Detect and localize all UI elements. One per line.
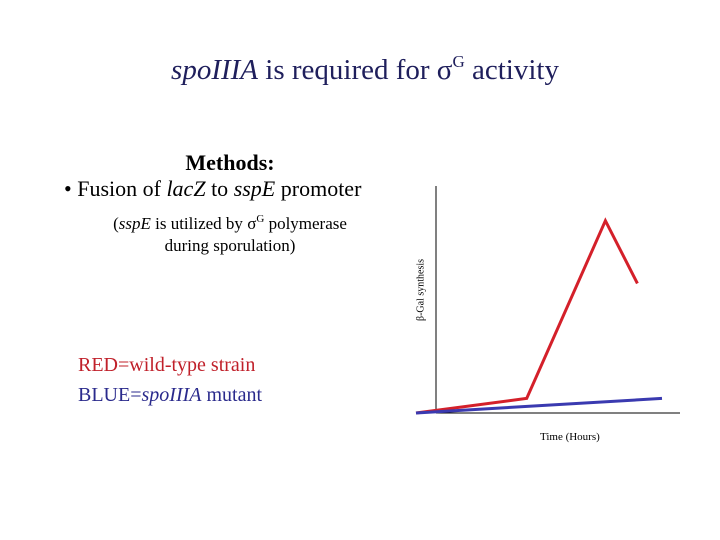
note-mid: is utilized by [150,214,248,233]
note-line-1: (sspE is utilized by σG polymerase [60,208,400,235]
title-gene-spo: spo [171,54,212,86]
legend-blue-gene: spoIIIA [141,384,202,406]
title-sigma-sup: G [452,52,465,71]
bullet-mid: to [205,176,234,201]
title-text-end: activity [464,54,559,86]
series-layer [415,217,663,415]
y-axis-label: β-Gal synthesis [415,258,427,322]
note-end: polymerase [264,214,347,233]
x-axis-label: Time (Hours) [540,431,600,443]
bullet-end: promoter [275,176,362,201]
bullet-gene-lacz: lacZ [166,176,206,201]
methods-bullet: • Fusion of lacZ to sspE promoter [64,176,361,202]
note-gene: sspE [118,214,151,233]
methods-note: (sspE is utilized by σG polymerase durin… [60,208,400,257]
note-line-2: during sporulation) [164,236,296,255]
note-sigma-sup: G [256,213,265,225]
note-sigma: σ [247,214,257,233]
legend-blue-prefix: BLUE= [78,384,142,406]
title-text: is required for [258,54,437,86]
title-sigma: σ [436,54,453,86]
slide-title: spoIIIA is required for σG activity [0,52,720,87]
bullet-prefix: • Fusion of [64,176,167,201]
legend-red: RED=wild-type strain [78,354,256,376]
note-open: ( [113,214,119,233]
legend-blue: BLUE=spoIIIA mutant [78,384,262,407]
series-line-wild-type [415,217,639,415]
legend-blue-suffix: mutant [201,384,263,406]
methods-heading: Methods: [185,150,275,175]
title-gene-iiia: IIIA [211,54,259,86]
bullet-gene-sspe: sspE [233,176,276,201]
series-line-spoiiia-mutant [415,396,663,415]
